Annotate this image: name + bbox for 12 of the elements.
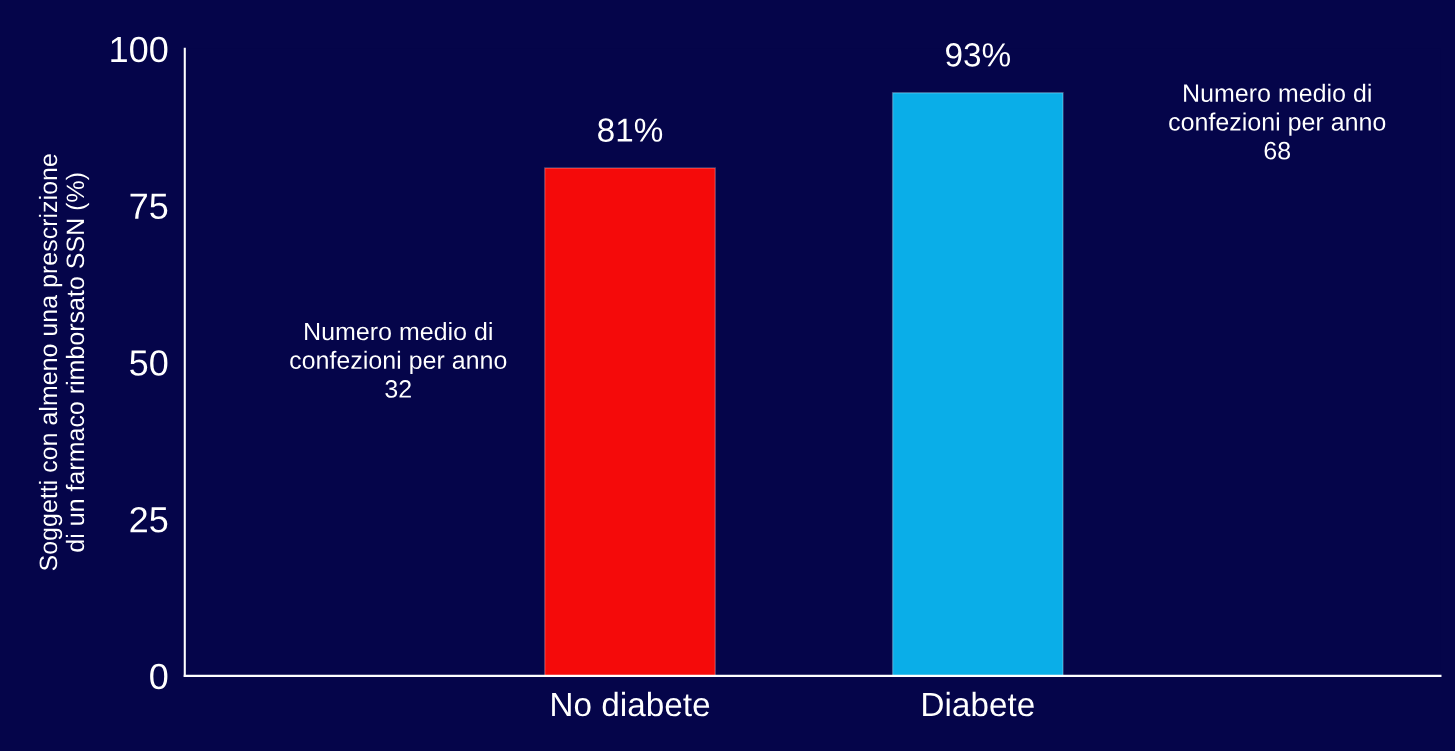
text: Numero medio di confezioni per anno 68 xyxy=(1169,83,1386,160)
y-tick-label: 0 xyxy=(150,663,168,690)
y-tick-label: 75 xyxy=(130,193,168,220)
data-label: 81% xyxy=(598,118,663,142)
x-tick-label: Diabete xyxy=(923,691,1034,717)
x-tick-label: No diabete xyxy=(552,691,710,717)
y-tick-label: 50 xyxy=(130,350,168,376)
y-tick-label: 100 xyxy=(111,36,168,63)
y-axis-title: Soggetti con almeno una prescrizione di un farmaco rimborsato SSN (%) xyxy=(38,154,90,571)
annotation: Numero medio di confezioni per anno 32 xyxy=(290,321,507,398)
y-tick-label: 25 xyxy=(130,507,168,533)
data-label: 93% xyxy=(946,43,1011,67)
